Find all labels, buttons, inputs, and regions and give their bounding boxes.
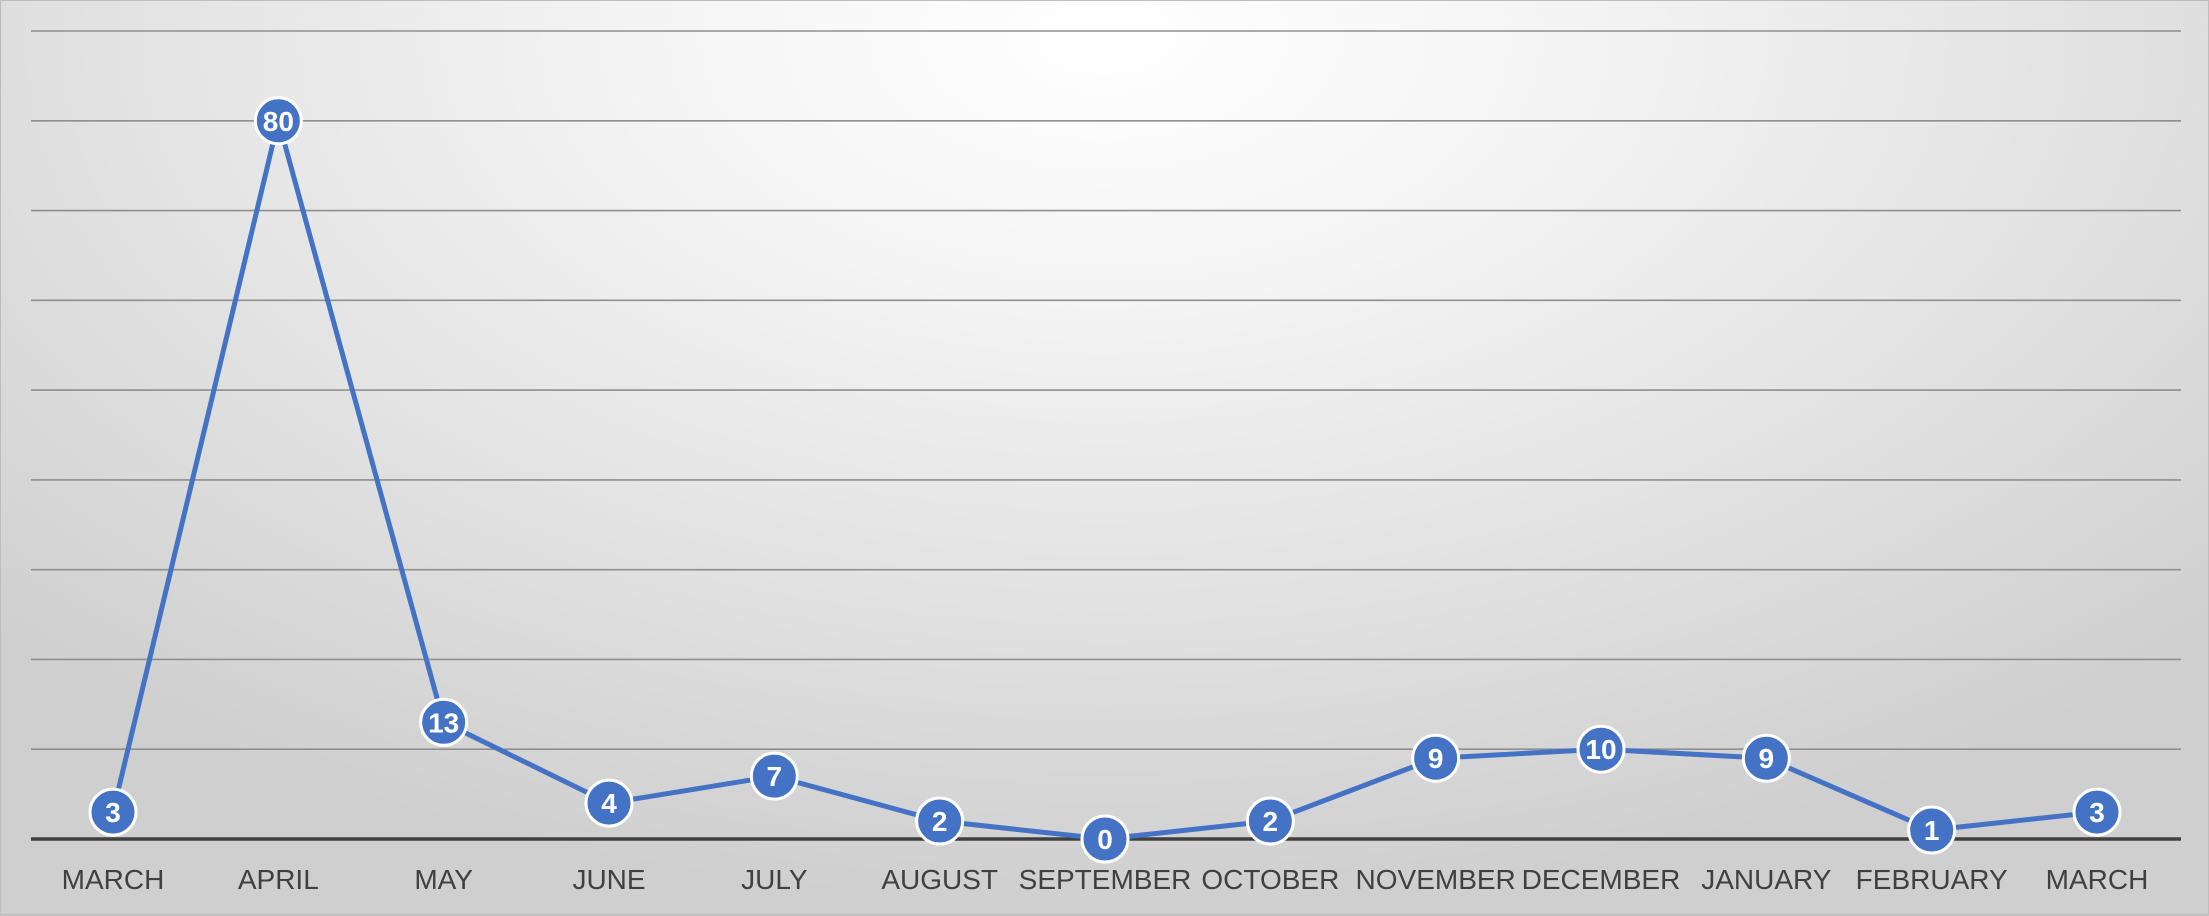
data-point: 80 [253, 96, 303, 146]
x-tick-label: DECEMBER [1522, 864, 1681, 895]
x-tick-label: JUNE [572, 864, 645, 895]
data-point: 2 [1245, 796, 1295, 846]
data-label: 9 [1428, 743, 1444, 774]
x-axis-tick-labels: MARCH APRIL MAY JUNE JULY AUGUST SEPTEMBER OCTO… [62, 864, 2149, 895]
data-point: 3 [2072, 787, 2122, 837]
data-label: 13 [428, 707, 459, 738]
data-label: 3 [105, 797, 121, 828]
data-marker [2072, 787, 2122, 837]
data-label: 4 [601, 788, 617, 819]
x-tick-label: FEBRUARY [1856, 864, 2008, 895]
data-point: 9 [1741, 733, 1791, 783]
data-point: 4 [584, 778, 634, 828]
data-marker [1411, 733, 1461, 783]
data-marker [1576, 724, 1626, 774]
x-tick-label: JULY [741, 864, 808, 895]
data-marker [584, 778, 634, 828]
data-marker [88, 787, 138, 837]
data-point: 9 [1411, 733, 1461, 783]
x-tick-label: APRIL [238, 864, 319, 895]
data-label: 80 [263, 106, 294, 137]
data-marker [253, 96, 303, 146]
data-point: 10 [1576, 724, 1626, 774]
data-marker [1245, 796, 1295, 846]
data-point: 13 [419, 697, 469, 747]
data-point: 1 [1907, 805, 1957, 855]
data-point: 7 [749, 751, 799, 801]
data-marker [915, 796, 965, 846]
x-tick-label: MARCH [62, 864, 165, 895]
data-label: 7 [767, 761, 783, 792]
data-point: 2 [915, 796, 965, 846]
data-label: 0 [1097, 824, 1113, 855]
data-point: 3 [88, 787, 138, 837]
x-tick-label: AUGUST [881, 864, 998, 895]
data-label: 2 [1263, 806, 1279, 837]
data-label: 9 [1759, 743, 1775, 774]
x-tick-label: JANUARY [1701, 864, 1832, 895]
x-tick-label: SEPTEMBER [1019, 864, 1192, 895]
gridlines [31, 30, 2181, 751]
data-marker [1741, 733, 1791, 783]
x-tick-label: OCTOBER [1201, 864, 1339, 895]
data-label: 3 [2089, 797, 2105, 828]
x-tick-label: NOVEMBER [1356, 864, 1516, 895]
data-marker [1907, 805, 1957, 855]
data-label: 1 [1924, 815, 1940, 846]
data-label: 2 [932, 806, 948, 837]
x-tick-label: MAY [414, 864, 473, 895]
data-marker [749, 751, 799, 801]
data-marker [419, 697, 469, 747]
x-tick-label: MARCH [2046, 864, 2149, 895]
data-point: 0 [1080, 814, 1130, 864]
data-label: 10 [1585, 734, 1616, 765]
data-marker [1080, 814, 1130, 864]
